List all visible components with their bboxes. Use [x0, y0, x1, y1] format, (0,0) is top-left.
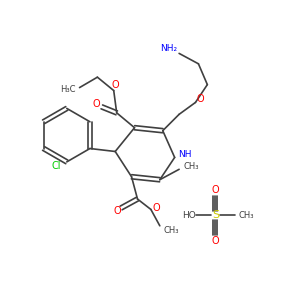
Text: O: O	[152, 203, 160, 213]
Text: H₃C: H₃C	[61, 85, 76, 94]
Text: S: S	[212, 210, 219, 220]
Text: O: O	[196, 94, 204, 104]
Text: O: O	[212, 185, 219, 195]
Text: CH₃: CH₃	[184, 162, 199, 171]
Text: O: O	[212, 236, 219, 246]
Text: NH: NH	[178, 150, 192, 159]
Text: Cl: Cl	[52, 161, 61, 171]
Text: O: O	[93, 99, 100, 109]
Text: CH₃: CH₃	[163, 226, 179, 235]
Text: CH₃: CH₃	[239, 211, 254, 220]
Text: O: O	[114, 206, 122, 216]
Text: NH₂: NH₂	[160, 44, 177, 52]
Text: HO: HO	[182, 211, 196, 220]
Text: O: O	[111, 80, 119, 90]
